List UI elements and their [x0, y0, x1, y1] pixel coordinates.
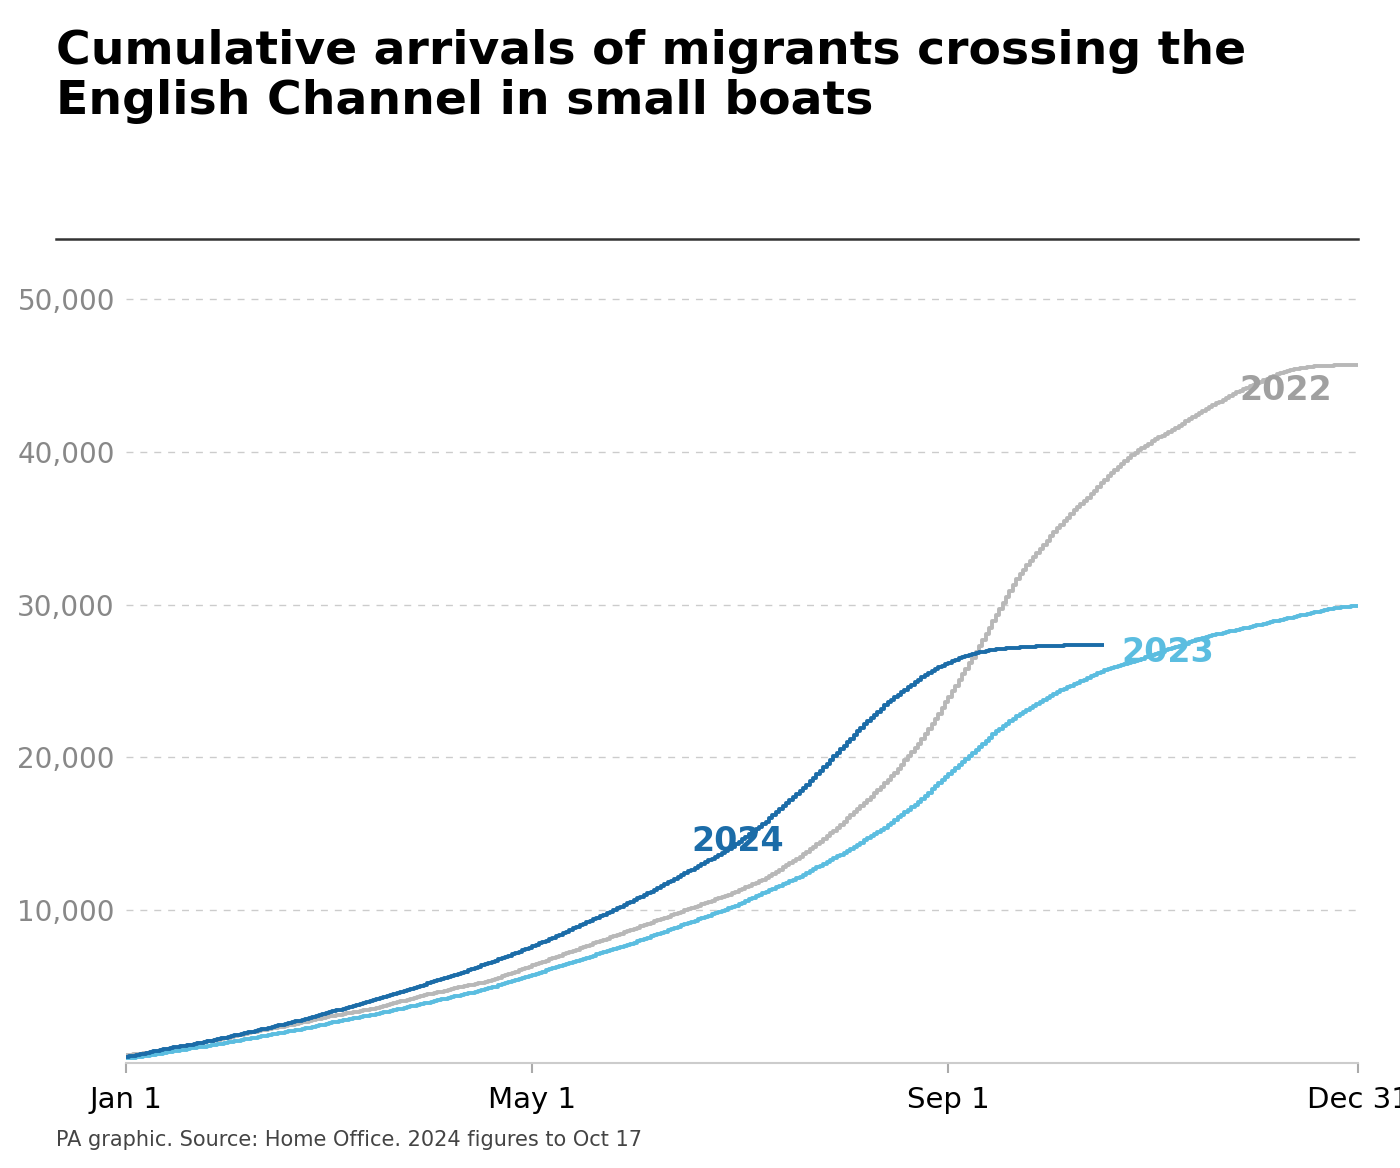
Text: 2023: 2023 [1121, 635, 1214, 668]
Text: 2024: 2024 [692, 825, 784, 858]
Text: 2022: 2022 [1239, 374, 1333, 408]
Text: PA graphic. Source: Home Office. 2024 figures to Oct 17: PA graphic. Source: Home Office. 2024 fi… [56, 1131, 643, 1150]
Text: Cumulative arrivals of migrants crossing the
English Channel in small boats: Cumulative arrivals of migrants crossing… [56, 29, 1246, 125]
